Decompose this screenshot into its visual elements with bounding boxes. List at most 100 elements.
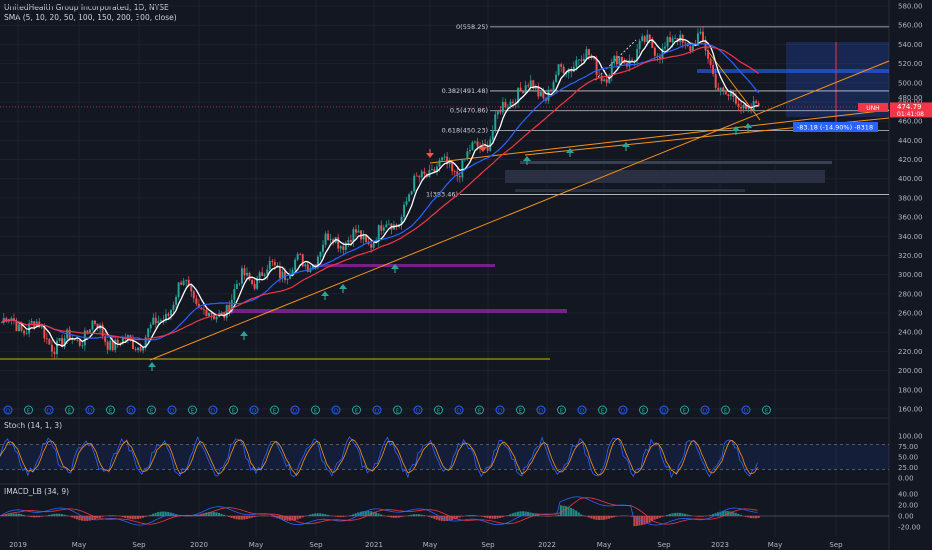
macd-hist <box>372 511 375 516</box>
macd-hist <box>93 516 96 520</box>
time-tick: May <box>597 541 611 549</box>
macd-hist <box>757 516 760 518</box>
macd-hist <box>48 514 51 516</box>
candle <box>572 66 575 72</box>
trend-line-1[interactable] <box>149 60 890 361</box>
candle <box>595 58 598 76</box>
candle <box>418 176 421 178</box>
event-label: E <box>437 409 441 415</box>
candle <box>537 85 540 97</box>
candle <box>714 73 717 88</box>
candle <box>415 175 418 177</box>
macd-hist <box>516 511 519 516</box>
macd-hist <box>382 515 385 516</box>
price-axis[interactable]: 580.00 560.00 540.00 520.00 500.00 480.00 460.… <box>898 3 923 532</box>
macd-hist <box>364 510 367 516</box>
price-tick: 400.00 <box>898 175 923 183</box>
candle <box>405 201 408 205</box>
macd-line <box>0 496 758 526</box>
signal-arrow <box>732 126 740 131</box>
macd-hist <box>643 516 646 525</box>
candle <box>476 141 479 147</box>
candle <box>689 45 692 51</box>
countdown: 01:41:08 <box>897 111 924 118</box>
chart-title: UnitedHealth Group Incorporated, 1D, NYS… <box>4 3 169 12</box>
trend-line-2[interactable] <box>429 109 890 164</box>
stoch-tick: 0.00 <box>898 475 914 483</box>
candle <box>278 266 281 279</box>
candle <box>512 101 514 103</box>
event-marker <box>229 405 238 415</box>
candle <box>448 162 451 165</box>
candle <box>119 342 122 344</box>
macd-hist <box>91 516 94 521</box>
macd-hist <box>511 513 514 516</box>
candle <box>443 156 446 158</box>
fib-label: 0.5(470.86) <box>450 107 488 115</box>
candle <box>349 239 352 242</box>
event-marker <box>188 405 197 415</box>
macd-hist <box>483 516 486 518</box>
event-label: D <box>211 409 215 415</box>
moving-averages <box>0 38 760 348</box>
stoch-title[interactable]: Stoch (14, 1, 3) <box>4 421 63 430</box>
time-tick: Sep <box>309 541 323 549</box>
candle <box>284 271 286 280</box>
candle <box>294 259 297 271</box>
macd-hist <box>362 511 365 516</box>
event-label: E <box>724 409 728 415</box>
macd-hist <box>577 512 580 516</box>
macd-hist <box>499 516 502 518</box>
macd-hist <box>83 516 86 521</box>
candle <box>441 157 444 161</box>
candle <box>25 333 28 335</box>
macd-hist <box>699 516 702 517</box>
last-price-bg <box>890 102 932 118</box>
candle <box>620 57 623 62</box>
price-tick: 440.00 <box>898 137 923 145</box>
macd-hist <box>686 514 689 516</box>
macd-hist <box>521 511 524 516</box>
event-label: D <box>703 409 707 415</box>
macd-hist <box>157 512 160 516</box>
macd-hist <box>293 516 296 521</box>
macd-hist <box>243 516 246 520</box>
macd-hist <box>212 511 215 516</box>
macd-hist <box>471 514 474 516</box>
sma-indicator-label[interactable]: SMA (5, 10, 20, 50, 100, 150, 200, 300, … <box>4 13 177 22</box>
macd-hist <box>646 516 649 524</box>
macd-hist <box>701 516 704 517</box>
macd-hist <box>592 516 595 520</box>
macd-hist <box>676 512 679 516</box>
candle <box>496 111 499 115</box>
price-tick: 160.00 <box>898 406 923 414</box>
macd-hist <box>260 515 264 516</box>
candle <box>159 320 162 321</box>
candle <box>653 47 656 56</box>
resistance-zone <box>697 69 889 73</box>
macd-hist <box>519 511 522 516</box>
macd-hist <box>58 513 61 516</box>
time-axis[interactable]: 2019 May Sep 2020 May Sep 2021 May Sep 2022 May Sep… <box>9 541 843 549</box>
macd-hist <box>154 512 157 516</box>
macd-hist <box>349 515 352 516</box>
event-label: E <box>27 409 31 415</box>
candle <box>291 270 294 274</box>
macd-hist <box>136 516 139 520</box>
macd-hist <box>651 516 654 522</box>
candle <box>142 347 145 351</box>
macd-hist <box>131 516 134 520</box>
stoch-tick: 100.00 <box>898 433 923 441</box>
macd-hist <box>400 516 403 518</box>
event-label: E <box>232 409 236 415</box>
candle <box>550 89 552 92</box>
event-marker <box>126 405 136 415</box>
fib-levels[interactable]: 0(558.25) 0.382(491.48) 0.5(470.86) 0.618(4… <box>426 23 889 199</box>
candle <box>289 273 292 279</box>
event-marker <box>475 405 484 415</box>
signal-arrows <box>148 123 752 371</box>
macd-hist <box>602 516 606 520</box>
candle <box>104 336 107 342</box>
macd-title[interactable]: IMACD_LB (34, 9) <box>4 487 70 496</box>
